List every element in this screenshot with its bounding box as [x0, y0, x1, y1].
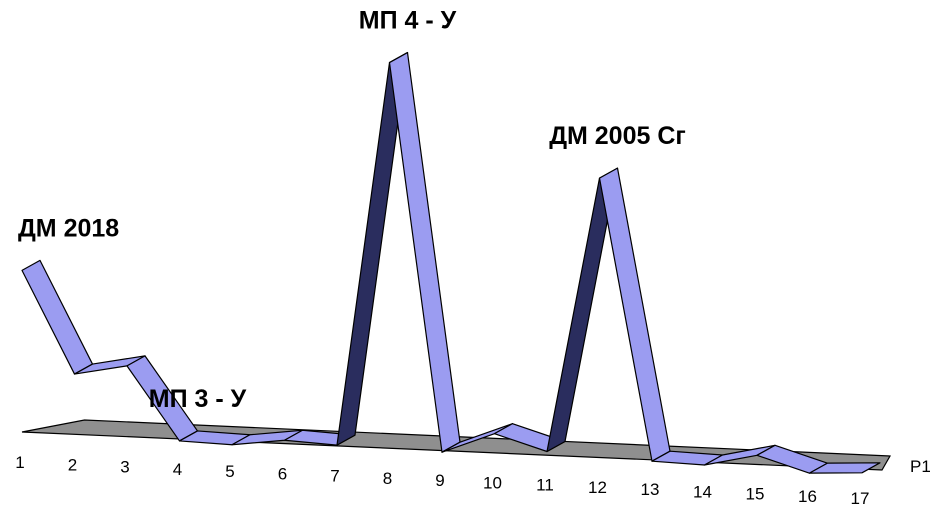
annotation-label: МП 4 - У: [359, 7, 457, 35]
x-tick-label: 17: [851, 489, 870, 506]
x-tick-label: 3: [120, 458, 129, 477]
x-tick-label: 5: [225, 462, 234, 481]
annotation-label: ДМ 2005 Сг: [549, 122, 686, 150]
ribbon-segment: [808, 462, 881, 474]
x-tick-label: 16: [798, 487, 817, 506]
series-label-p1: P1: [910, 457, 931, 476]
x-tick-label: 1: [15, 453, 24, 472]
series-ribbon: [21, 51, 881, 474]
ribbon-segment: [388, 51, 461, 453]
x-tick-label: 7: [330, 467, 339, 486]
x-tick-label: 11: [536, 476, 554, 495]
x-tick-label: 2: [68, 455, 77, 474]
x-tick-label: 14: [693, 482, 712, 501]
annotation-label: ДМ 2018: [18, 214, 119, 242]
x-tick-label: 13: [641, 480, 660, 499]
x-tick-label: 9: [435, 471, 444, 490]
x-tick-label: 6: [278, 464, 287, 483]
ribbon-segment: [21, 259, 94, 375]
x-tick-label: 4: [173, 460, 182, 479]
x-tick-label: 8: [383, 469, 392, 488]
x-tick-label: 15: [746, 485, 765, 504]
ribbon-segment: [598, 167, 671, 462]
x-tick-label: 10: [483, 473, 502, 492]
x-tick-label: 12: [588, 478, 607, 497]
annotation-label: МП 3 - У: [149, 385, 247, 413]
annotations: ДМ 2018 МП 3 - У МП 4 - У ДМ 2005 Сг: [18, 7, 686, 413]
x-axis-ticks: 1 2 3 4 5 6 7 8 9 10 11 12 13 14 15 16 17: [15, 453, 869, 506]
